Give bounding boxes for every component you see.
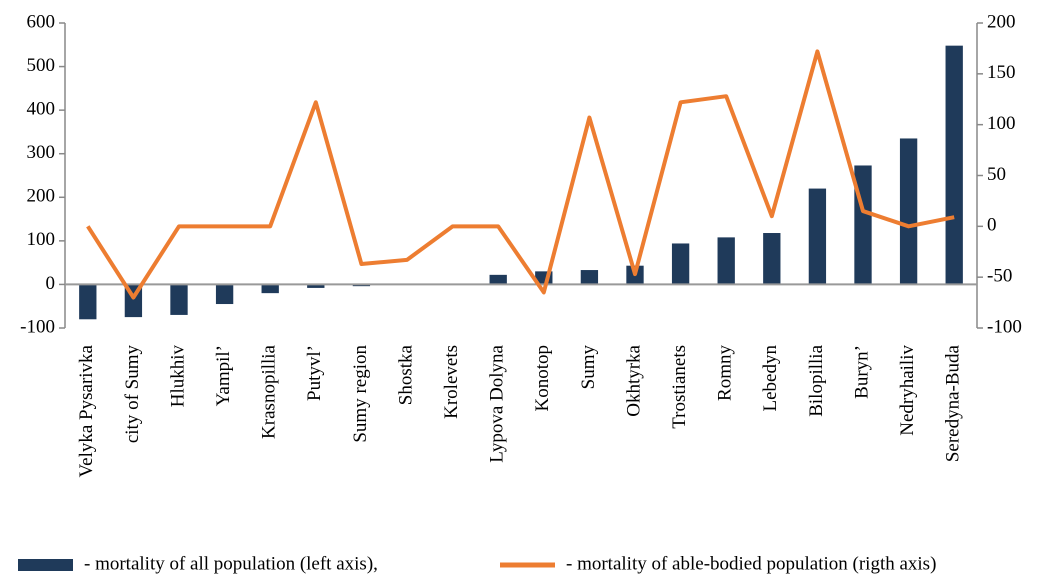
x-tick-label: Buryn’ bbox=[851, 345, 872, 399]
x-tick-label: Lebedyn bbox=[760, 345, 781, 412]
y-tick-label: 200 bbox=[27, 186, 56, 207]
x-tick-label: Sumy bbox=[578, 345, 599, 390]
x-tick-label: Velyka Pysarivka bbox=[76, 344, 97, 477]
x-tick-label: Okhtyrka bbox=[623, 344, 644, 416]
bar bbox=[580, 270, 599, 285]
bar bbox=[899, 138, 918, 285]
bar bbox=[489, 274, 507, 285]
y-tick-label: 300 bbox=[27, 142, 56, 163]
y2-tick-label: -50 bbox=[987, 266, 1012, 287]
x-tick-label: Romny bbox=[715, 345, 736, 401]
x-tick-label: Konotop bbox=[532, 345, 553, 412]
x-tick-label: Seredyna-Buda bbox=[943, 344, 964, 462]
x-tick-label: Nedryhailiv bbox=[897, 345, 918, 436]
bar bbox=[170, 284, 188, 315]
x-tick-label: city of Sumy bbox=[122, 345, 143, 444]
x-tick-label: Hlukhiv bbox=[167, 345, 188, 408]
legend-swatch bbox=[18, 559, 73, 571]
y2-tick-label: 0 bbox=[987, 215, 997, 236]
bar bbox=[307, 284, 325, 288]
bar bbox=[717, 237, 735, 285]
y2-tick-label: 100 bbox=[987, 113, 1016, 134]
y-tick-label: 400 bbox=[27, 99, 56, 120]
bar bbox=[945, 45, 963, 285]
y2-tick-label: 150 bbox=[987, 62, 1016, 83]
x-tick-label: Trostianets bbox=[669, 345, 690, 429]
y2-tick-label: -100 bbox=[987, 316, 1022, 337]
bar bbox=[215, 284, 234, 305]
x-tick-label: Lypova Dolyna bbox=[487, 344, 508, 462]
y-tick-label: 500 bbox=[27, 55, 56, 76]
x-tick-label: Krasnopillia bbox=[259, 344, 280, 438]
bar bbox=[763, 233, 781, 285]
y-tick-label: -100 bbox=[20, 316, 55, 337]
x-tick-label: Shostka bbox=[395, 344, 416, 405]
x-tick-label: Sumy region bbox=[350, 345, 371, 443]
x-tick-label: Putyvl’ bbox=[304, 345, 325, 401]
legend-label: - mortality of able-bodied population (r… bbox=[566, 553, 936, 574]
line bbox=[86, 49, 955, 300]
bar bbox=[671, 243, 690, 285]
y-tick-label: 600 bbox=[27, 11, 56, 32]
bar bbox=[808, 188, 827, 285]
bar bbox=[79, 284, 97, 320]
legend-label: - mortality of all population (left axis… bbox=[84, 553, 378, 574]
y-tick-label: 100 bbox=[27, 229, 56, 250]
x-tick-label: Krolevets bbox=[441, 345, 462, 419]
y-tick-label: 0 bbox=[46, 273, 56, 294]
bar bbox=[261, 284, 279, 294]
x-tick-label: Bilopillia bbox=[806, 344, 827, 416]
y2-tick-label: 50 bbox=[987, 164, 1006, 185]
y2-tick-label: 200 bbox=[987, 11, 1016, 32]
x-tick-label: Yampil’ bbox=[213, 345, 234, 406]
